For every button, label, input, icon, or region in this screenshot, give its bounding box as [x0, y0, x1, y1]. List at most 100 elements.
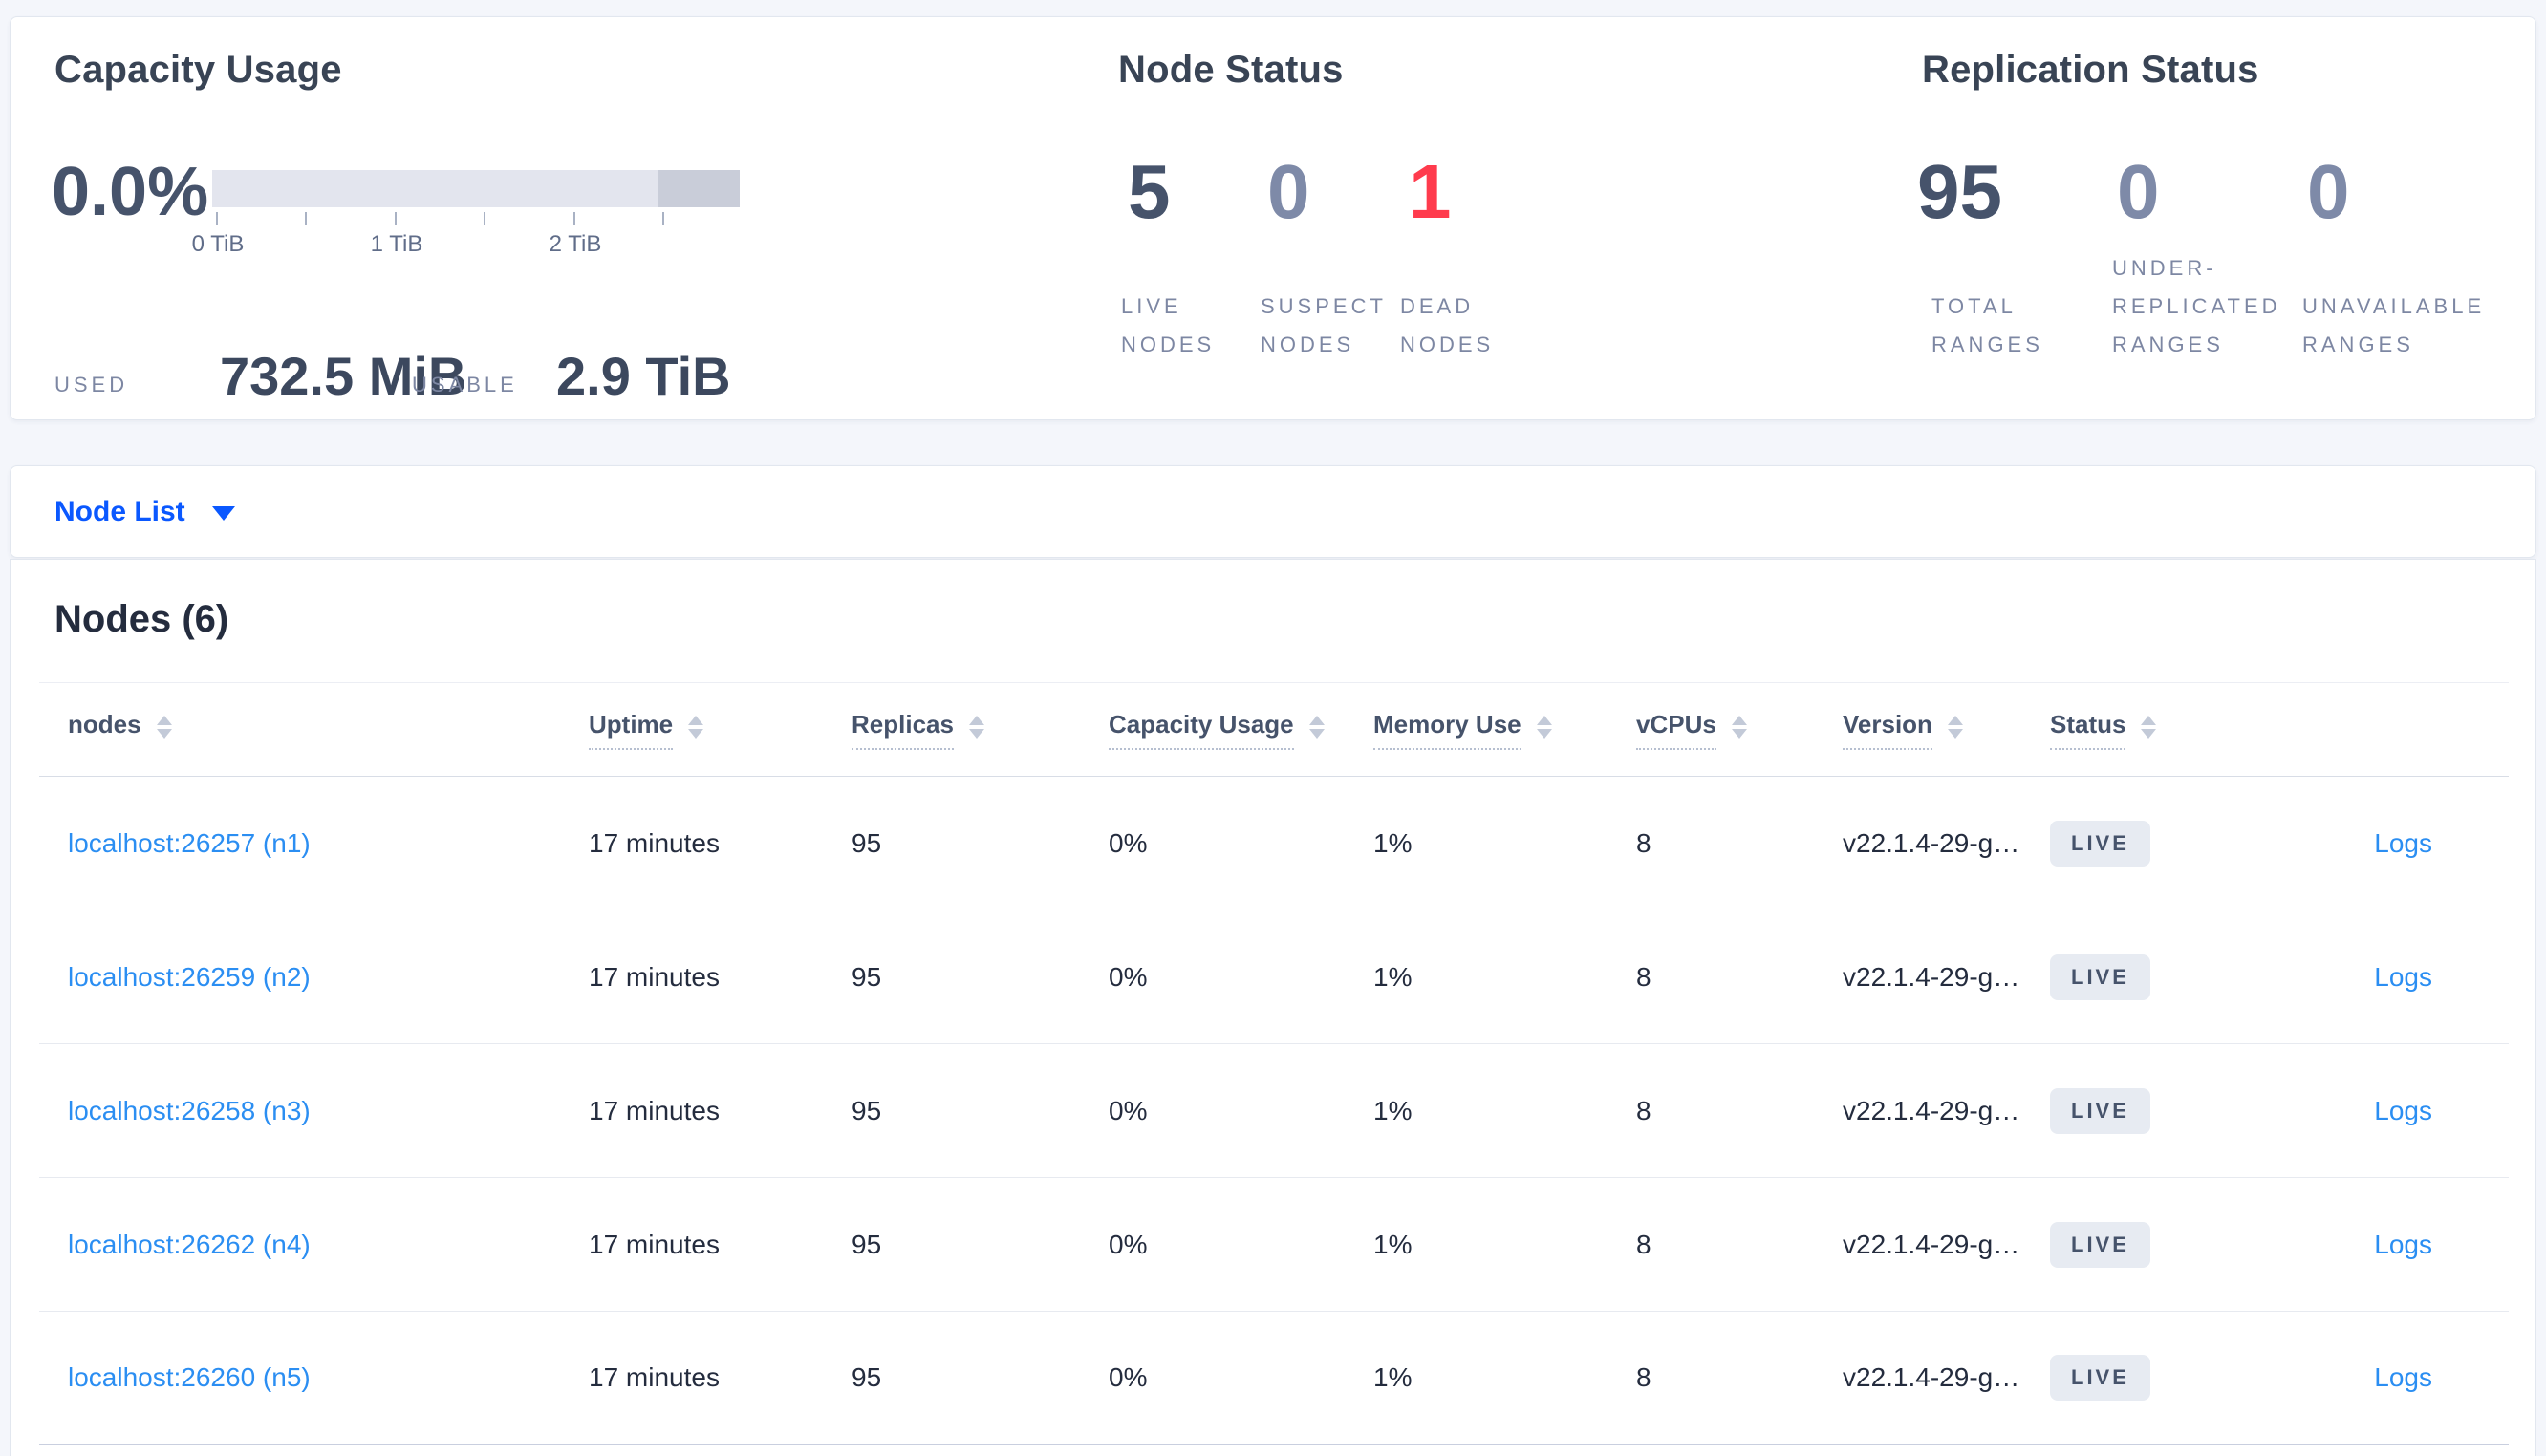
live-nodes-count: 5 [1128, 149, 1171, 234]
vcpus-cell: 8 [1636, 827, 1651, 858]
sort-icon[interactable] [1731, 715, 1747, 739]
logs-link[interactable]: Logs [2374, 1362, 2432, 1392]
sort-icon[interactable] [1308, 715, 1325, 739]
under-replicated-ranges-label: UNDER-REPLICATED RANGES [2112, 256, 2281, 356]
capacity-usage-cell: 0% [1109, 1362, 1148, 1392]
vcpus-cell: 8 [1636, 1229, 1651, 1259]
node-link[interactable]: localhost:26258 (n3) [68, 1095, 311, 1125]
column-header-vcpus[interactable]: vCPUs [1636, 710, 1843, 750]
table-row: localhost:26260 (n5) 17 minutes 95 0% 1%… [39, 1312, 2509, 1445]
chevron-down-icon [211, 506, 235, 521]
status-badge: LIVE [2050, 1355, 2150, 1401]
capacity-usage-cell: 0% [1109, 1095, 1148, 1125]
suspect-nodes-count: 0 [1267, 149, 1310, 234]
capacity-usage-cell: 0% [1109, 1229, 1148, 1259]
node-link[interactable]: localhost:26260 (n5) [68, 1362, 311, 1392]
column-header-version[interactable]: Version [1843, 710, 2050, 750]
capacity-usable-label: USABLE [412, 373, 518, 396]
version-cell: v22.1.4-29-g… [1843, 1229, 2020, 1259]
capacity-axis-label: 1 TiB [370, 231, 423, 257]
unavailable-ranges-label: UNAVAILABLE RANGES [2302, 294, 2486, 356]
live-nodes-label: LIVE NODES [1121, 294, 1216, 356]
under-replicated-ranges-count: 0 [2117, 149, 2160, 234]
capacity-axis-label: 0 TiB [191, 231, 245, 257]
memory-use-cell: 1% [1373, 1095, 1413, 1125]
vcpus-cell: 8 [1636, 1362, 1651, 1392]
uptime-cell: 17 minutes [589, 827, 720, 858]
status-badge: LIVE [2050, 953, 2150, 1000]
replicas-cell: 95 [852, 1229, 882, 1259]
sort-icon[interactable] [968, 715, 984, 739]
status-badge: LIVE [2050, 1221, 2150, 1268]
column-header-status[interactable]: Status [2050, 710, 2300, 750]
node-link[interactable]: localhost:26262 (n4) [68, 1229, 311, 1259]
uptime-cell: 17 minutes [589, 1095, 720, 1125]
capacity-bar [212, 170, 740, 207]
capacity-used-label: USED [54, 373, 129, 396]
nodes-table-header-row: nodes Uptime Replicas Capacity Usage Mem… [39, 682, 2509, 777]
capacity-axis-tick [484, 212, 485, 225]
node-status-title: Node Status [1118, 49, 1344, 91]
capacity-bar-usable-segment [212, 170, 658, 207]
suspect-nodes-label: SUSPECT NODES [1261, 294, 1387, 356]
memory-use-cell: 1% [1373, 961, 1413, 992]
capacity-usage-cell: 0% [1109, 827, 1148, 858]
capacity-usage-title: Capacity Usage [54, 49, 342, 91]
capacity-axis-tick [573, 212, 575, 225]
node-list-dropdown[interactable]: Node List [54, 496, 235, 528]
nodes-table-title: Nodes (6) [54, 598, 229, 640]
vcpus-cell: 8 [1636, 1095, 1651, 1125]
column-header-capacity-usage[interactable]: Capacity Usage [1109, 710, 1373, 750]
logs-link[interactable]: Logs [2374, 827, 2432, 858]
nodes-table-body: localhost:26257 (n1) 17 minutes 95 0% 1%… [39, 777, 2509, 1445]
capacity-axis-tick [662, 212, 664, 225]
sort-icon[interactable] [1947, 715, 1963, 739]
capacity-percent: 0.0% [52, 154, 209, 230]
version-cell: v22.1.4-29-g… [1843, 1362, 2020, 1392]
logs-link[interactable]: Logs [2374, 1095, 2432, 1125]
sort-icon[interactable] [688, 715, 704, 739]
memory-use-cell: 1% [1373, 1229, 1413, 1259]
uptime-cell: 17 minutes [589, 1229, 720, 1259]
version-cell: v22.1.4-29-g… [1843, 961, 2020, 992]
column-header-replicas[interactable]: Replicas [852, 710, 1109, 750]
logs-link[interactable]: Logs [2374, 1229, 2432, 1259]
nodes-table-card: Nodes (6) nodes Uptime Replicas Capacity… [10, 559, 2536, 1456]
table-row: localhost:26262 (n4) 17 minutes 95 0% 1%… [39, 1178, 2509, 1312]
status-badge: LIVE [2050, 1087, 2150, 1134]
uptime-cell: 17 minutes [589, 1362, 720, 1392]
replicas-cell: 95 [852, 1095, 882, 1125]
dead-nodes-count: 1 [1409, 149, 1452, 234]
sort-icon[interactable] [1536, 715, 1552, 739]
capacity-usage-cell: 0% [1109, 961, 1148, 992]
node-link[interactable]: localhost:26257 (n1) [68, 827, 311, 858]
column-header-nodes[interactable]: nodes [39, 710, 589, 750]
capacity-axis-label: 2 TiB [549, 231, 602, 257]
uptime-cell: 17 minutes [589, 961, 720, 992]
capacity-usable-value: 2.9 TiB [556, 346, 731, 406]
total-ranges-count: 95 [1917, 149, 2002, 234]
sort-icon[interactable] [156, 715, 172, 739]
column-header-uptime[interactable]: Uptime [589, 710, 852, 750]
table-row: localhost:26257 (n1) 17 minutes 95 0% 1%… [39, 777, 2509, 910]
memory-use-cell: 1% [1373, 827, 1413, 858]
capacity-axis-tick [305, 212, 307, 225]
status-badge: LIVE [2050, 820, 2150, 867]
replicas-cell: 95 [852, 961, 882, 992]
node-link[interactable]: localhost:26259 (n2) [68, 961, 311, 992]
logs-link[interactable]: Logs [2374, 961, 2432, 992]
view-selector-bar: Node List [10, 465, 2536, 558]
capacity-axis-tick [395, 212, 397, 225]
cluster-summary-card: Capacity Usage 0.0% 0 TiB 1 TiB 2 TiB US… [10, 16, 2536, 420]
column-header-memory-use[interactable]: Memory Use [1373, 710, 1636, 750]
dead-nodes-label: DEAD NODES [1400, 294, 1495, 356]
sort-icon[interactable] [2141, 715, 2157, 739]
unavailable-ranges-count: 0 [2307, 149, 2350, 234]
replicas-cell: 95 [852, 1362, 882, 1392]
table-row: localhost:26258 (n3) 17 minutes 95 0% 1%… [39, 1044, 2509, 1178]
memory-use-cell: 1% [1373, 1362, 1413, 1392]
node-list-dropdown-label: Node List [54, 495, 185, 527]
total-ranges-label: TOTAL RANGES [1931, 294, 2043, 356]
capacity-axis-tick [216, 212, 218, 225]
vcpus-cell: 8 [1636, 961, 1651, 992]
